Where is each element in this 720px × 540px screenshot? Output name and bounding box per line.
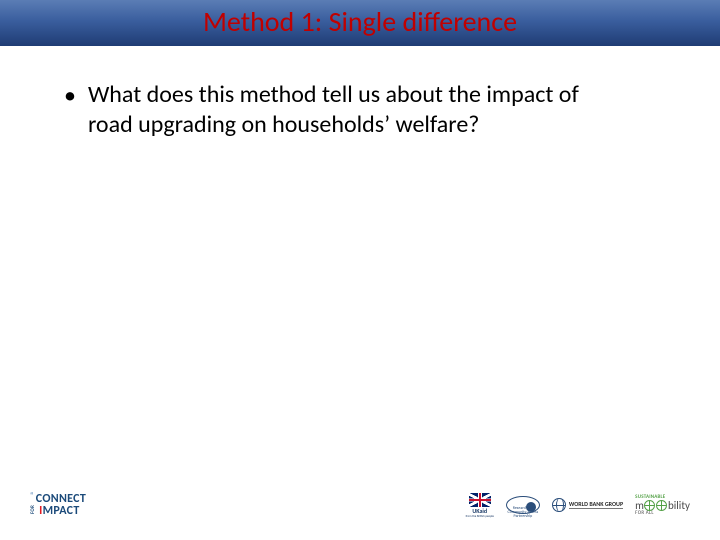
ukaid-sublabel: from the British people (466, 515, 494, 518)
recap-logo: Research for Community Access Partnershi… (506, 495, 540, 515)
uk-flag-icon (469, 493, 491, 507)
world-bank-logo: WORLD BANK GROUP (552, 498, 623, 512)
sum-m: m (635, 500, 644, 511)
sum-sub: FOR ALL (635, 511, 654, 516)
sum-main: m bility (635, 500, 690, 511)
connect-impact-logo: “ CONNECT FOR IMPACT (30, 493, 86, 517)
ukaid-label: UKaid (472, 508, 487, 514)
wheel-icon (644, 500, 655, 511)
footer-logos: “ CONNECT FOR IMPACT UKaid from the Brit… (0, 484, 720, 526)
ukaid-logo: UKaid from the British people (466, 493, 494, 518)
sum4all-logo: SUSTAINABLE m bility FOR ALL (635, 495, 690, 516)
wheel-icon (656, 500, 667, 511)
bullet-item: • What does this method tell us about th… (58, 80, 670, 140)
bullet-text: What does this method tell us about the … (88, 80, 628, 140)
for-text: FOR (31, 505, 36, 514)
quote-icon: “ (30, 492, 34, 500)
impact-rest: MPACT (43, 505, 80, 517)
wbg-text: WORLD BANK GROUP (569, 501, 623, 509)
bullet-marker: • (64, 80, 76, 112)
title-band: Method 1: Single difference (0, 0, 720, 46)
sum-bility: bility (668, 500, 690, 511)
globe-icon (552, 498, 566, 512)
footer-right-logos: UKaid from the British people Research f… (466, 493, 690, 518)
slide-title: Method 1: Single difference (203, 4, 517, 43)
body-area: • What does this method tell us about th… (0, 46, 720, 140)
recap-text: Research for Community Access Partnershi… (506, 507, 540, 519)
